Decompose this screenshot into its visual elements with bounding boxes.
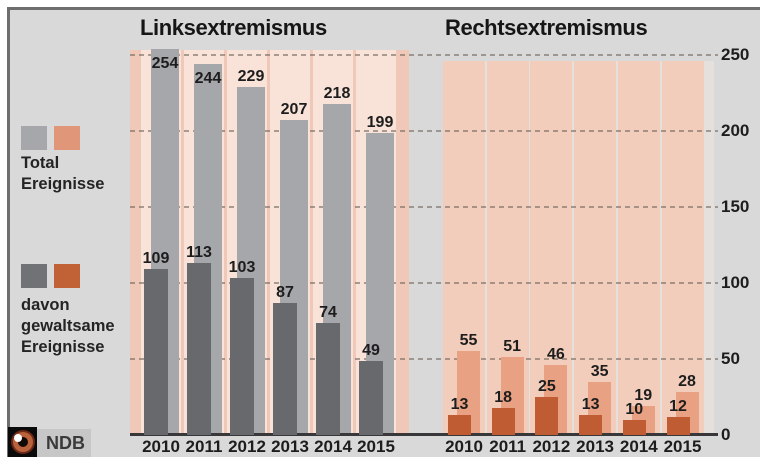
x-label-links-2015: 2015 — [357, 437, 395, 456]
value-total-rechts-2012: 46 — [546, 346, 565, 364]
value-violent-links-2012: 103 — [228, 259, 256, 277]
y-tick-150: 150 — [721, 197, 750, 216]
x-label-rechts-2010: 2010 — [445, 437, 483, 456]
legend-violent-orange-swatch — [54, 264, 80, 288]
y-tick-250: 250 — [721, 45, 750, 64]
value-violent-rechts-2010: 13 — [450, 396, 469, 414]
value-violent-rechts-2013: 13 — [581, 396, 600, 414]
gridline-250 — [130, 54, 718, 56]
right-chart-title: Rechtsextremismus — [445, 15, 648, 40]
value-violent-rechts-2015: 12 — [669, 397, 687, 415]
ndb-logo — [8, 427, 37, 457]
source-name: NDB — [46, 432, 85, 453]
top-margin — [0, 0, 760, 7]
y-tick-200: 200 — [721, 121, 750, 140]
value-total-rechts-2010: 55 — [459, 332, 478, 350]
y-tick-50: 50 — [721, 349, 740, 368]
value-violent-links-2015: 49 — [362, 341, 380, 359]
legend-violent-gray-swatch — [21, 264, 47, 288]
year-band-rechts-2013 — [574, 61, 617, 435]
bar-violent-links-2013 — [273, 302, 297, 435]
value-total-links-2012: 229 — [237, 67, 265, 85]
legend-violent-label: davon gewaltsame Ereignisse — [21, 296, 115, 356]
value-total-rechts-2014: 19 — [634, 387, 653, 405]
bar-violent-rechts-2015 — [666, 416, 690, 435]
bar-violent-rechts-2013 — [579, 415, 603, 435]
value-total-rechts-2011: 51 — [503, 338, 522, 356]
left-frame-line — [7, 7, 10, 457]
bar-total-rechts-2010 — [457, 351, 480, 435]
value-violent-links-2011: 113 — [186, 244, 212, 262]
bar-violent-rechts-2010 — [448, 415, 471, 435]
bar-violent-links-2010 — [144, 269, 168, 435]
bar-violent-links-2015 — [359, 360, 383, 435]
value-total-links-2015: 199 — [366, 113, 394, 131]
value-total-rechts-2015: 28 — [678, 373, 696, 391]
value-total-links-2013: 207 — [280, 101, 308, 119]
y-tick-0: 0 — [721, 425, 731, 444]
bar-violent-links-2012 — [230, 278, 254, 435]
x-axis-line — [130, 433, 718, 436]
value-total-links-2010: 254 — [151, 54, 179, 72]
x-label-rechts-2013: 2013 — [576, 437, 614, 456]
value-violent-links-2010: 109 — [142, 250, 170, 268]
y-tick-100: 100 — [721, 273, 750, 292]
year-band-rechts-2014 — [617, 61, 660, 435]
source-name-chip: NDB — [37, 429, 91, 457]
left-chart-title: Linksextremismus — [140, 15, 327, 40]
gridline-200 — [130, 130, 718, 132]
value-violent-rechts-2011: 18 — [494, 388, 513, 406]
bar-violent-links-2014 — [316, 322, 340, 435]
bar-violent-rechts-2014 — [622, 419, 646, 435]
value-total-links-2014: 218 — [323, 84, 351, 102]
value-total-rechts-2013: 35 — [590, 362, 609, 380]
gridline-150 — [130, 206, 718, 208]
gridline-50 — [130, 358, 718, 360]
value-violent-rechts-2014: 10 — [625, 400, 644, 418]
x-label-links-2012: 2012 — [228, 437, 266, 456]
eye-icon — [11, 430, 35, 454]
bar-violent-rechts-2012 — [535, 397, 559, 435]
x-label-rechts-2015: 2015 — [663, 437, 702, 456]
legend-total-label: Total Ereignisse — [21, 154, 105, 193]
x-label-links-2011: 2011 — [185, 437, 223, 456]
gridline-100 — [130, 282, 718, 284]
x-label-links-2010: 2010 — [142, 437, 180, 456]
x-label-rechts-2011: 2011 — [489, 437, 527, 456]
legend-total-salmon-swatch — [54, 126, 80, 150]
x-label-rechts-2012: 2012 — [532, 437, 571, 456]
bar-violent-rechts-2011 — [491, 407, 515, 435]
value-violent-links-2013: 87 — [276, 283, 294, 301]
legend-total-gray-swatch — [21, 126, 47, 150]
value-violent-links-2014: 74 — [319, 303, 337, 321]
left-margin — [0, 0, 7, 457]
value-violent-rechts-2012: 25 — [537, 378, 556, 395]
value-total-links-2011: 244 — [194, 70, 222, 88]
bar-violent-links-2011 — [187, 263, 211, 435]
top-frame-line — [7, 7, 760, 10]
x-label-rechts-2014: 2014 — [619, 437, 658, 456]
x-label-links-2013: 2013 — [271, 437, 309, 456]
year-band-rechts-2015 — [661, 61, 704, 435]
x-label-links-2014: 2014 — [314, 437, 352, 456]
